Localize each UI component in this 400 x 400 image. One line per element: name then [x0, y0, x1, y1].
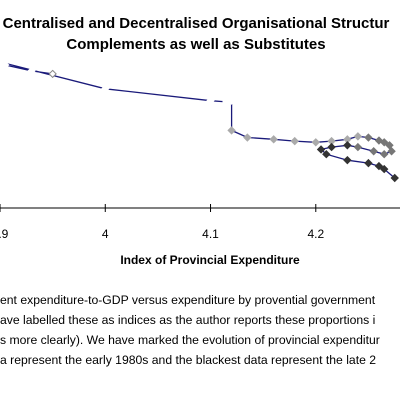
data-point-marker [206, 96, 215, 105]
caption-line-3: s more clearly). We have marked the evol… [0, 333, 380, 347]
data-point-marker [343, 155, 352, 165]
data-point-marker [269, 135, 278, 144]
caption-line-2: ave labelled these as indices as the aut… [0, 313, 376, 327]
data-point-marker [290, 136, 299, 146]
data-point-marker [48, 69, 57, 79]
data-point-marker [387, 147, 396, 156]
data-point-marker [243, 133, 252, 142]
data-point-marker [380, 149, 389, 159]
data-point-marker [0, 57, 5, 67]
data-point-marker [101, 84, 110, 93]
x-tick-label: 3.9 [0, 227, 9, 241]
data-point-marker [327, 142, 336, 152]
x-tick-label: 4 [102, 227, 109, 241]
data-point-marker [316, 145, 326, 154]
data-point-marker [364, 133, 373, 142]
data-point-marker [369, 147, 378, 156]
data-point-marker [27, 66, 36, 76]
figure-caption: ent expenditure-to-GDP versus expenditur… [0, 290, 400, 370]
series-line [0, 61, 396, 179]
data-point-marker [227, 96, 236, 105]
data-point-marker [227, 126, 236, 135]
x-tick-label: 4.2 [307, 227, 324, 241]
data-point-marker [380, 164, 389, 174]
data-point-marker [380, 138, 389, 147]
caption-line-1: ent expenditure-to-GDP versus expenditur… [0, 293, 376, 307]
chart-title-line-2: Complements as well as Substitutes [66, 36, 325, 53]
data-point-marker [374, 161, 384, 171]
x-tick-label: 4.1 [202, 227, 219, 241]
data-point-marker [322, 149, 331, 159]
data-point-marker [353, 132, 363, 141]
x-axis-ticks: 3.9 4 4.1 4.2 [0, 204, 324, 241]
data-point-marker [353, 142, 363, 152]
data-point-marker [385, 141, 394, 150]
data-point-marker [311, 138, 320, 147]
data-point-marker [1, 60, 10, 70]
plot-area: 3.9 4 4.1 4.2 [0, 57, 400, 241]
x-axis-label: Index of Provincial Expenditure [120, 253, 300, 267]
caption-line-4: a represent the early 1980s and the blac… [0, 353, 377, 367]
data-point-marker [390, 173, 399, 183]
data-point-marker [343, 141, 352, 150]
data-point-marker [364, 158, 373, 168]
series-markers [0, 57, 399, 183]
chart-title-line-1: Centralised and Decentralised Organisati… [3, 15, 390, 32]
